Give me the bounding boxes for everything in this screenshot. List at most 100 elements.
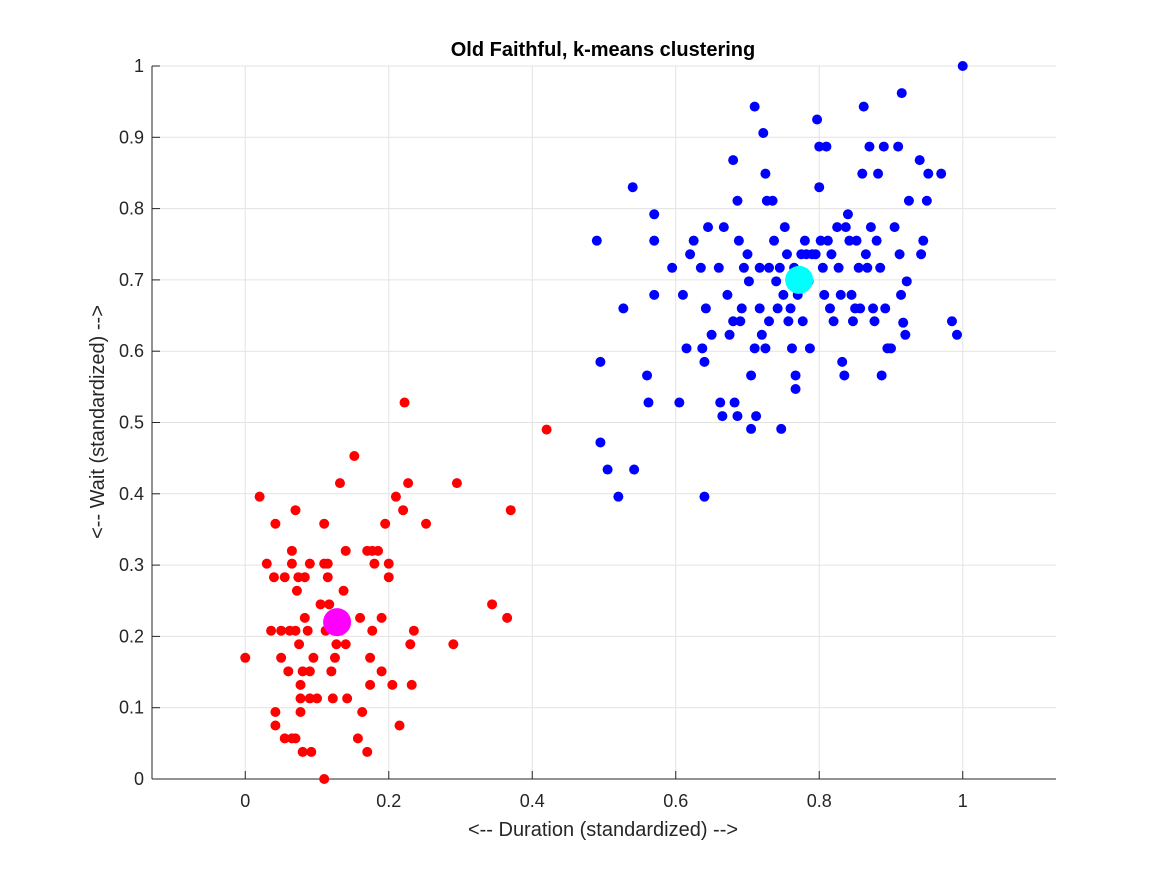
data-point [334,478,345,489]
data-point [591,235,602,246]
data-point [369,558,380,569]
data-point [842,209,853,220]
data-point [406,679,417,690]
data-point [936,168,947,179]
data-point [774,262,785,273]
data-point [846,289,857,300]
data-point [295,693,306,704]
data-point [865,222,876,233]
data-point [817,262,828,273]
data-point [291,585,302,596]
data-point [754,303,765,314]
data-point [649,235,660,246]
data-point [283,666,294,677]
data-point [889,222,900,233]
data-point [921,195,932,206]
data-point [685,249,696,260]
data-point [797,316,808,327]
data-point [754,262,765,273]
data-point [304,666,315,677]
data-point [951,329,962,340]
data-point [306,746,317,757]
data-point [779,222,790,233]
data-point [760,343,771,354]
data-point [851,235,862,246]
chart-title: Old Faithful, k-means clustering [451,39,756,61]
data-point [832,222,843,233]
data-point [814,182,825,193]
data-point [703,222,714,233]
data-point [814,141,825,152]
data-point [290,733,301,744]
data-point [857,168,868,179]
data-point [398,505,409,516]
data-point [822,235,833,246]
data-point [826,249,837,260]
data-point [254,491,265,502]
data-point [728,316,739,327]
data-point [279,572,290,583]
data-point [900,329,911,340]
data-point [340,639,351,650]
data-point [541,424,552,435]
data-point [304,693,315,704]
data-point [764,262,775,273]
y-tick-label: 0.8 [119,199,144,219]
data-point [835,289,846,300]
data-point [261,558,272,569]
data-point [649,289,660,300]
data-point [833,262,844,273]
data-point [853,262,864,273]
data-point [858,101,869,112]
data-points [240,61,968,784]
data-point [319,518,330,529]
data-point [387,679,398,690]
data-point [804,343,815,354]
data-point [871,235,882,246]
data-point [276,652,287,663]
data-point [297,666,308,677]
data-point [342,693,353,704]
data-point [786,343,797,354]
data-point [448,639,459,650]
data-point [677,289,688,300]
data-point [308,652,319,663]
data-point [295,706,306,717]
data-point [276,625,287,636]
cluster-1-points [240,397,552,784]
data-point [642,370,653,381]
data-point [322,572,333,583]
data-point [738,262,749,273]
data-point [847,316,858,327]
data-point [880,303,891,314]
data-point [618,303,629,314]
data-point [876,370,887,381]
data-point [855,303,866,314]
data-point [729,397,740,408]
data-point [270,518,281,529]
data-point [376,612,387,623]
data-point [649,209,660,220]
data-point [319,774,330,784]
data-point [302,625,313,636]
data-point [279,733,290,744]
data-point [860,249,871,260]
y-tick-label: 0.9 [119,127,144,147]
data-point [957,61,968,71]
data-point [290,505,301,516]
centroid-marker [785,265,814,294]
data-point [733,235,744,246]
data-point [819,289,830,300]
data-point [290,625,301,636]
data-point [742,249,753,260]
data-point [340,545,351,556]
data-point [383,558,394,569]
data-point [299,612,310,623]
data-point [627,182,638,193]
data-point [746,370,757,381]
x-tick-label: 0 [240,791,250,811]
data-point [946,316,957,327]
data-point [717,411,728,422]
y-axis-label: <-- Wait (standardized) --> [87,305,109,539]
